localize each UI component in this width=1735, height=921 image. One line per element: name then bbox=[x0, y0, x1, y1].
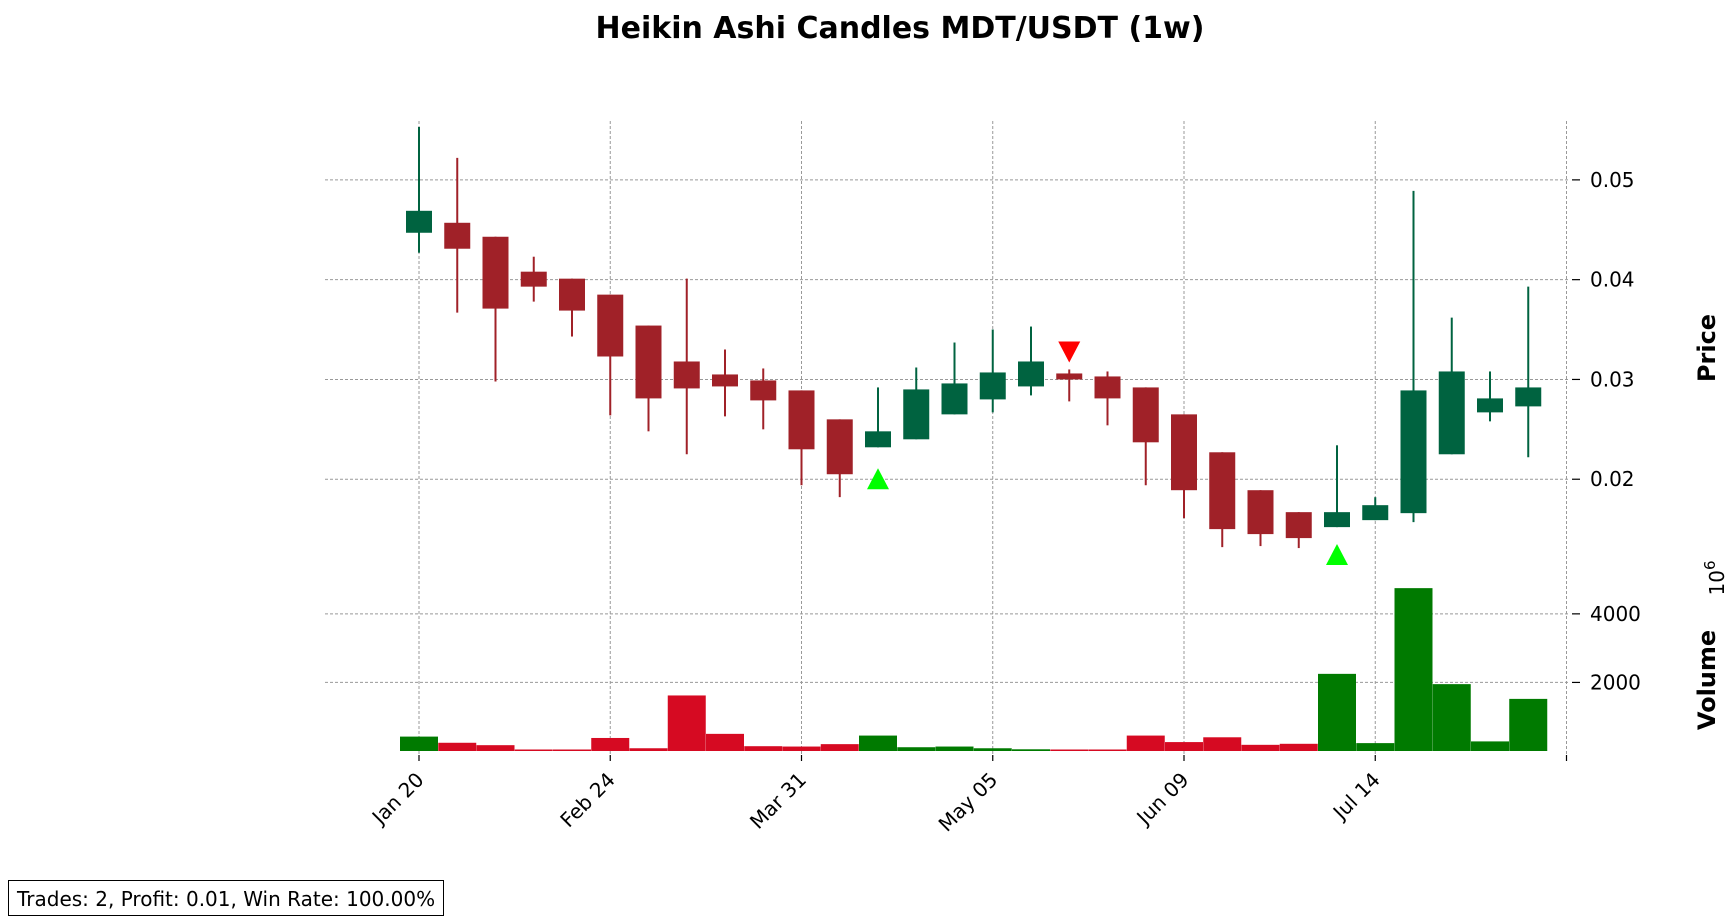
trade-stats-text: Trades: 2, Profit: 0.01, Win Rate: 100.0… bbox=[17, 887, 436, 911]
volume-bar bbox=[1471, 741, 1509, 751]
candle-body bbox=[597, 294, 624, 357]
price-tick-label: 0.03 bbox=[1590, 367, 1635, 391]
volume-bar bbox=[1203, 737, 1242, 751]
volume-bar bbox=[1509, 698, 1548, 751]
candle-body bbox=[1324, 512, 1350, 528]
x-tick-label: Jan 20 bbox=[366, 768, 429, 831]
candle-body bbox=[444, 222, 471, 249]
candle-body bbox=[1171, 414, 1197, 491]
buy-signal-marker bbox=[867, 468, 889, 490]
volume-bar bbox=[1012, 749, 1050, 751]
x-tick-label: May 05 bbox=[934, 768, 1003, 837]
volume-axis-label: Volume bbox=[1693, 630, 1721, 730]
candle-body bbox=[1018, 361, 1044, 387]
candle-body bbox=[559, 278, 585, 311]
volume-bar bbox=[667, 695, 706, 751]
volume-bar bbox=[1165, 742, 1203, 751]
candle-body bbox=[406, 210, 432, 233]
x-tick-label: Jun 09 bbox=[1131, 768, 1194, 831]
candle-body bbox=[1400, 390, 1427, 514]
volume-bar bbox=[553, 749, 591, 751]
candle-body bbox=[1362, 505, 1389, 521]
price-tick-label: 0.05 bbox=[1590, 168, 1635, 192]
volume-exponent-power: 6 bbox=[1701, 561, 1719, 571]
trade-signals bbox=[867, 341, 1348, 566]
volume-bar bbox=[1050, 749, 1089, 751]
volume-tick-label: 4000 bbox=[1590, 602, 1641, 626]
candle-body bbox=[482, 236, 509, 309]
candle-body bbox=[788, 390, 815, 450]
volume-bar bbox=[1356, 743, 1395, 751]
volume-bar bbox=[782, 746, 821, 751]
candle-body bbox=[635, 325, 662, 399]
candle-body bbox=[1247, 490, 1274, 535]
volume-bar bbox=[438, 742, 477, 751]
candle-body bbox=[750, 380, 777, 401]
candlesticks bbox=[406, 126, 1542, 549]
candle-body bbox=[673, 361, 700, 389]
volume-bar bbox=[514, 749, 553, 751]
candle-body bbox=[941, 383, 968, 415]
volume-gridlines bbox=[325, 613, 1568, 683]
candle-body bbox=[979, 372, 1006, 400]
volume-bar bbox=[935, 746, 974, 751]
x-axis: Jan 20 Feb 24 Mar 31 May 05 Jun 09 Jul 14 bbox=[366, 755, 1568, 837]
candle-body bbox=[1209, 452, 1236, 530]
candle-body bbox=[1438, 371, 1465, 455]
candle-body bbox=[712, 374, 738, 387]
volume-exponent-label: 106 bbox=[1701, 561, 1729, 596]
volume-axis: 2000 4000 bbox=[1572, 602, 1641, 694]
volume-bar bbox=[1241, 744, 1280, 751]
volume-tick-label: 2000 bbox=[1590, 670, 1641, 694]
price-axis-label: Price bbox=[1693, 314, 1721, 382]
volume-exponent-base: 10 bbox=[1705, 570, 1729, 595]
volume-bar bbox=[973, 748, 1012, 751]
candle-body bbox=[1056, 373, 1083, 380]
x-tick-label: Feb 24 bbox=[555, 768, 620, 833]
vertical-gridlines bbox=[418, 121, 1567, 757]
volume-bar bbox=[1088, 749, 1127, 751]
volume-bar bbox=[859, 735, 897, 751]
candle-body bbox=[826, 419, 853, 475]
volume-bar bbox=[591, 737, 630, 751]
x-tick-label: Mar 31 bbox=[745, 768, 811, 834]
buy-signal-marker bbox=[1326, 544, 1348, 566]
volume-bar bbox=[1432, 684, 1471, 751]
candle-body bbox=[520, 271, 547, 287]
sell-signal-marker bbox=[1058, 341, 1081, 363]
volume-bars bbox=[400, 588, 1548, 751]
volume-bar bbox=[706, 733, 744, 751]
candle-body bbox=[1515, 387, 1542, 407]
x-tick-label: Jul 14 bbox=[1327, 768, 1385, 826]
price-gridlines bbox=[325, 179, 1568, 480]
volume-bar bbox=[1126, 735, 1165, 751]
candle-body bbox=[1132, 387, 1159, 443]
volume-bar bbox=[820, 744, 859, 751]
volume-bar bbox=[1318, 673, 1356, 751]
price-tick-label: 0.04 bbox=[1590, 268, 1635, 292]
candle-body bbox=[1477, 398, 1503, 413]
volume-bar bbox=[476, 745, 515, 751]
volume-bar bbox=[1279, 743, 1318, 751]
volume-bar bbox=[897, 747, 936, 751]
candle-body bbox=[903, 389, 930, 440]
chart-title: Heikin Ashi Candles MDT/USDT (1w) bbox=[596, 11, 1205, 46]
volume-bar bbox=[744, 746, 783, 751]
volume-bar bbox=[1394, 588, 1433, 751]
volume-bar bbox=[400, 736, 438, 751]
candle-body bbox=[1285, 512, 1312, 539]
candle-body bbox=[865, 431, 891, 448]
price-axis: 0.02 0.03 0.04 0.05 bbox=[1572, 168, 1635, 491]
price-tick-label: 0.02 bbox=[1590, 467, 1635, 491]
trade-stats-box: Trades: 2, Profit: 0.01, Win Rate: 100.0… bbox=[8, 880, 445, 916]
volume-bar bbox=[629, 748, 668, 751]
candle-body bbox=[1094, 376, 1121, 399]
